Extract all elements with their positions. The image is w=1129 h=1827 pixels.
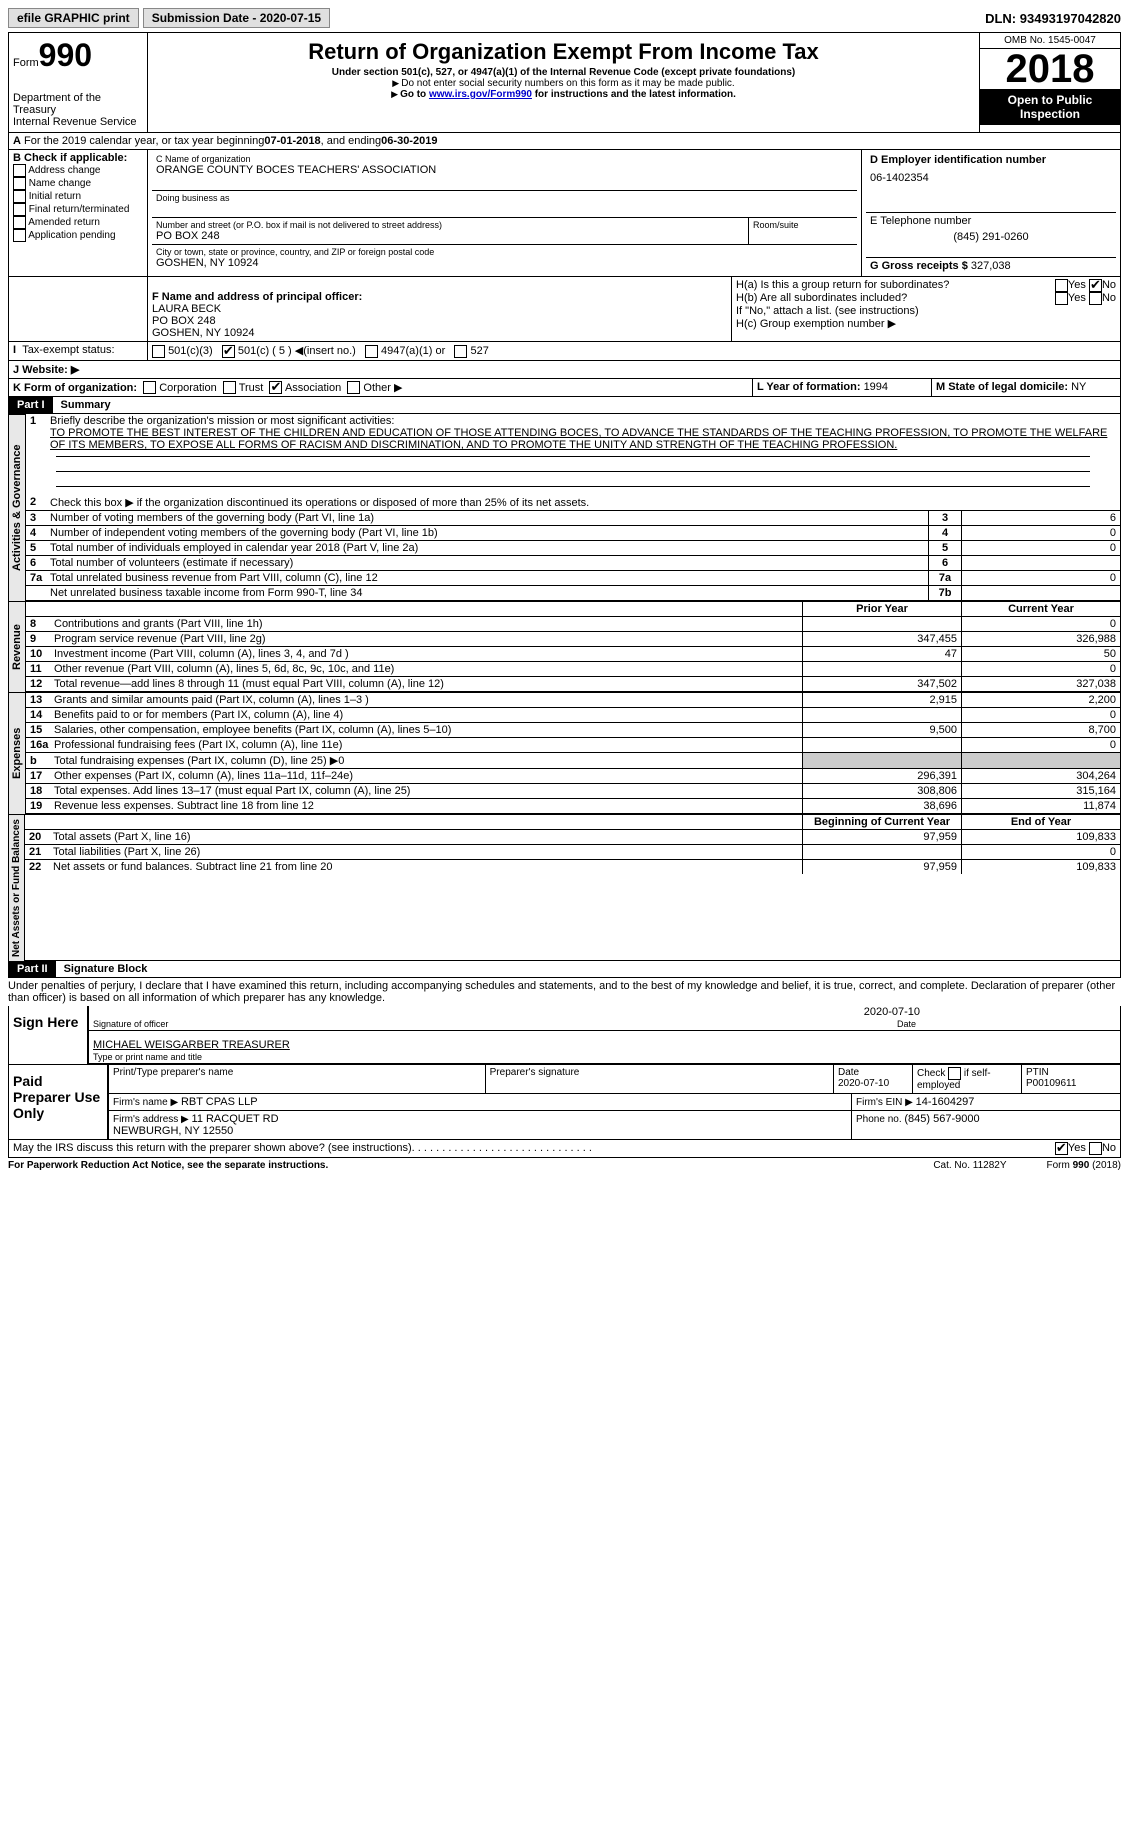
revenue-section: Revenue bPrior YearCurrent Year 8Contrib…: [8, 601, 1121, 692]
expenses-side-label: Expenses: [8, 692, 26, 814]
b-checkbox[interactable]: [13, 203, 26, 216]
b-checkbox[interactable]: [13, 229, 26, 242]
b-checkbox[interactable]: [13, 177, 26, 190]
principal-officer: F Name and address of principal officer:…: [147, 277, 731, 341]
dept-treasury: Department of the Treasury Internal Reve…: [13, 92, 143, 128]
form-header: Form990 Department of the Treasury Inter…: [8, 32, 1121, 133]
section-b: B Check if applicable: Address change Na…: [9, 150, 147, 276]
trust-checkbox[interactable]: [223, 381, 236, 394]
gross-receipts: G Gross receipts $ 327,038: [866, 258, 1116, 274]
netassets-side-label: Net Assets or Fund Balances: [8, 814, 25, 961]
governance-side-label: Activities & Governance: [8, 414, 26, 601]
dln: DLN: 93493197042820: [985, 11, 1121, 26]
paid-preparer-label: Paid Preparer Use Only: [9, 1065, 107, 1139]
part1-header: Part ISummary: [8, 397, 1121, 414]
sign-here-label: Sign Here: [9, 1006, 87, 1064]
top-bar: efile GRAPHIC print Submission Date - 20…: [8, 8, 1121, 28]
part2-header: Part IISignature Block: [8, 961, 1121, 978]
527-checkbox[interactable]: [454, 345, 467, 358]
hb-yes-checkbox[interactable]: [1055, 292, 1068, 305]
501c-checkbox[interactable]: [222, 345, 235, 358]
discuss-yes-checkbox[interactable]: [1055, 1142, 1068, 1155]
governance-section: Activities & Governance 1Briefly describ…: [8, 414, 1121, 601]
revenue-side-label: Revenue: [8, 601, 26, 692]
form-title: Return of Organization Exempt From Incom…: [152, 39, 975, 65]
hb-no-checkbox[interactable]: [1089, 292, 1102, 305]
ein-box: D Employer identification number 06-1402…: [866, 152, 1116, 213]
subdate-value: 2020-07-15: [260, 11, 321, 25]
fh-row: F Name and address of principal officer:…: [8, 277, 1121, 342]
paid-preparer-block: Paid Preparer Use Only Print/Type prepar…: [8, 1065, 1121, 1140]
page-footer: For Paperwork Reduction Act Notice, see …: [8, 1158, 1121, 1171]
form990-link[interactable]: www.irs.gov/Form990: [429, 89, 532, 100]
b-checkbox[interactable]: [13, 164, 26, 177]
expenses-section: Expenses 13Grants and similar amounts pa…: [8, 692, 1121, 814]
self-employed-checkbox[interactable]: [948, 1067, 961, 1080]
phone-box: E Telephone number (845) 291-0260: [866, 213, 1116, 258]
line-k: K Form of organization: Corporation Trus…: [8, 379, 1121, 398]
ha-no-checkbox[interactable]: [1089, 279, 1102, 292]
line-i: I Tax-exempt status: 501(c)(3) 501(c) ( …: [8, 342, 1121, 361]
netassets-section: Net Assets or Fund Balances Beginning of…: [8, 814, 1121, 961]
b-checkbox[interactable]: [13, 216, 26, 229]
subtitle-1: Under section 501(c), 527, or 4947(a)(1)…: [152, 67, 975, 78]
subtitle-3: Go to www.irs.gov/Form990 for instructio…: [152, 89, 975, 100]
org-name-box: C Name of organization ORANGE COUNTY BOC…: [152, 152, 857, 191]
assoc-checkbox[interactable]: [269, 381, 282, 394]
discuss-no-checkbox[interactable]: [1089, 1142, 1102, 1155]
header-grid: B Check if applicable: Address change Na…: [8, 150, 1121, 277]
subdate-label: Submission Date -: [152, 11, 260, 25]
tax-year: 2018: [980, 49, 1120, 89]
corp-checkbox[interactable]: [143, 381, 156, 394]
section-h: H(a) Is this a group return for subordin…: [731, 277, 1120, 341]
officer-name: MICHAEL WEISGARBER TREASURER: [89, 1031, 1120, 1051]
501c3-checkbox[interactable]: [152, 345, 165, 358]
city-box: City or town, state or province, country…: [152, 245, 857, 271]
sign-date: 2020-07-10: [89, 1006, 1120, 1018]
4947-checkbox[interactable]: [365, 345, 378, 358]
other-checkbox[interactable]: [347, 381, 360, 394]
b-checkbox[interactable]: [13, 190, 26, 203]
org-name: ORANGE COUNTY BOCES TEACHERS' ASSOCIATIO…: [156, 164, 853, 176]
line-j: J Website: ▶: [8, 361, 1121, 379]
submission-date-button[interactable]: Submission Date - 2020-07-15: [143, 8, 330, 28]
subtitle-2: Do not enter social security numbers on …: [152, 78, 975, 89]
discuss-row: May the IRS discuss this return with the…: [8, 1140, 1121, 1158]
open-to-public: Open to Public Inspection: [980, 89, 1120, 125]
ha-yes-checkbox[interactable]: [1055, 279, 1068, 292]
efile-button[interactable]: efile GRAPHIC print: [8, 8, 139, 28]
form-number: Form990: [13, 37, 143, 74]
mission-text: TO PROMOTE THE BEST INTEREST OF THE CHIL…: [50, 427, 1107, 451]
perjury-declaration: Under penalties of perjury, I declare th…: [8, 978, 1121, 1006]
street-box: Number and street (or P.O. box if mail i…: [152, 218, 857, 245]
line-a: A For the 2019 calendar year, or tax yea…: [8, 133, 1121, 150]
dba-box: Doing business as: [152, 191, 857, 218]
sign-here-block: Sign Here 2020-07-10 Signature of office…: [8, 1006, 1121, 1065]
